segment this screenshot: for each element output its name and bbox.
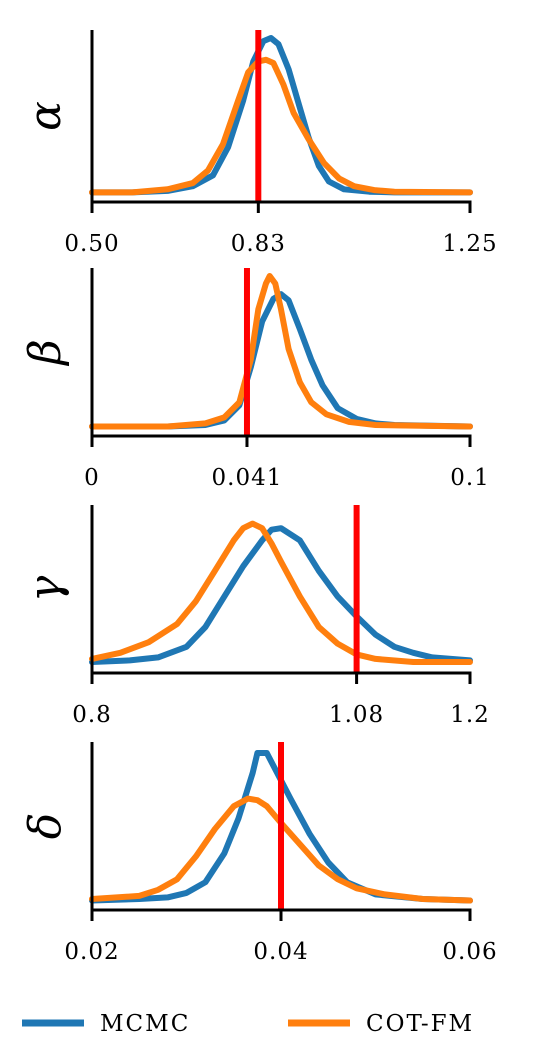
series-cot-fm-alpha [89,56,473,196]
series-cot-fm-beta [89,273,473,430]
legend-label-mcmc: MCMC [100,1011,190,1037]
x-tick-label-gamma-1: 1.08 [329,702,384,728]
panel-alpha: 0.50 0.83 1.25 α [20,30,497,257]
series-mcmc-gamma [89,525,473,665]
panel-gamma: 0.8 1.08 1.2 γ [20,505,490,728]
series-cot-fm-gamma [89,520,473,665]
x-tick-label-beta-1: 0.041 [212,465,283,491]
x-tick-label-alpha-2: 1.25 [442,231,497,257]
x-tick-label-delta-0: 0.02 [64,939,119,965]
x-tick-label-alpha-0: 0.50 [64,231,119,257]
x-tick-label-gamma-2: 1.2 [450,702,490,728]
x-tick-label-beta-0: 0 [84,465,100,491]
x-tick-label-delta-1: 0.04 [253,939,308,965]
series-cot-fm-delta [89,795,473,904]
y-label-alpha: α [20,101,71,131]
legend: MCMC COT-FM [22,1011,474,1037]
x-tick-label-delta-2: 0.06 [442,939,497,965]
y-label-gamma: γ [20,575,71,602]
series-mcmc-alpha [89,35,473,196]
panel-beta: 0 0.041 0.1 β [20,268,490,491]
x-tick-label-gamma-0: 0.8 [72,702,112,728]
x-tick-label-beta-2: 0.1 [450,465,490,491]
legend-label-cot-fm: COT-FM [366,1011,474,1037]
y-label-beta: β [20,339,71,366]
x-tick-label-alpha-1: 0.83 [231,231,286,257]
panel-delta: 0.02 0.04 0.06 δ [20,742,497,965]
y-label-delta: δ [20,813,71,840]
